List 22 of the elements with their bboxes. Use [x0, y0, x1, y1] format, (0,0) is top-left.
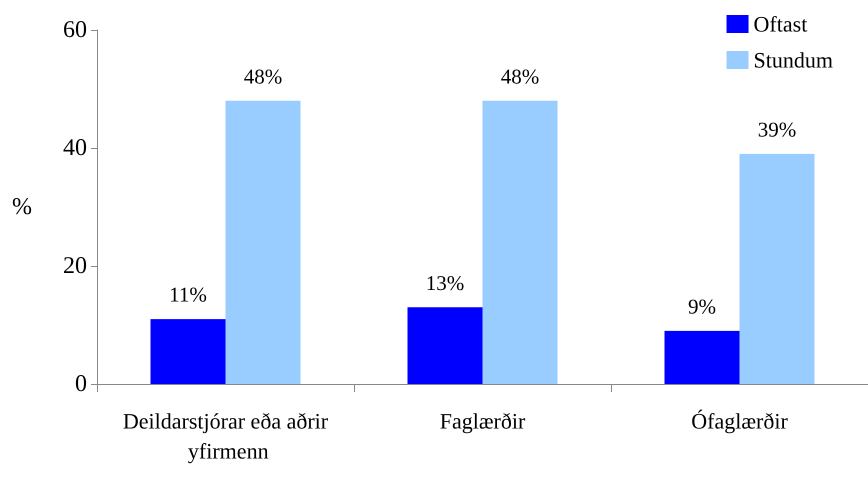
legend-label: Stundum [754, 48, 834, 72]
bar [740, 154, 814, 384]
bar [482, 100, 558, 384]
bar [226, 100, 300, 384]
y-tick-label: 20 [63, 253, 87, 279]
bar [664, 330, 740, 384]
data-label: 48% [500, 64, 540, 88]
y-tick-label: 0 [75, 371, 87, 397]
data-label: 11% [169, 282, 207, 307]
y-axis-title: % [12, 194, 32, 220]
data-label: 9% [688, 294, 716, 318]
legend-label: Oftast [754, 12, 808, 36]
data-label: 39% [758, 117, 796, 142]
bar [408, 307, 482, 384]
x-tick-label: Faglærðir [440, 408, 526, 434]
x-tick-label: Deildarstjórar eða aðrir yfirmenn [122, 408, 329, 464]
x-tick-label: Ófaglærðir [691, 408, 788, 434]
bar [150, 319, 226, 384]
data-label: 13% [426, 270, 464, 295]
y-tick-label: 60 [63, 17, 87, 43]
data-label: 48% [244, 64, 282, 88]
y-tick-label: 40 [63, 135, 87, 161]
